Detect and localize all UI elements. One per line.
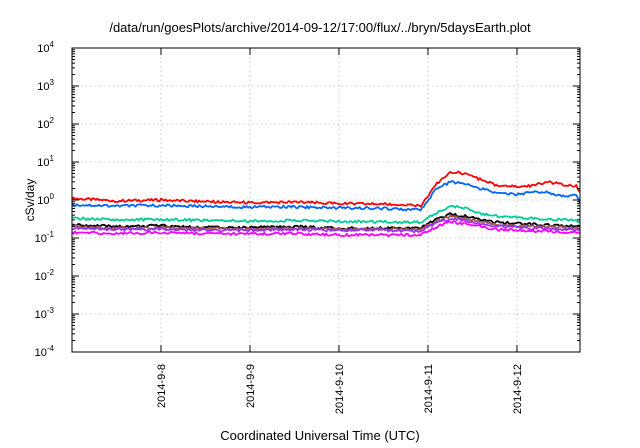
y-tick-label-exponent: 3 — [50, 78, 55, 87]
grid-layer — [72, 48, 580, 352]
y-tick-label: 100 — [37, 192, 54, 207]
y-tick-label-base: 10 — [37, 195, 49, 207]
y-tick-label: 10-3 — [35, 306, 55, 321]
series-layer — [71, 170, 581, 238]
series-line — [71, 220, 581, 238]
series-line — [71, 170, 581, 208]
y-tick-label-exponent: -3 — [47, 306, 55, 315]
y-tick-label-base: 10 — [35, 233, 47, 245]
y-tick-label-base: 10 — [37, 81, 49, 93]
x-tick-label: 2014-9-12 — [512, 364, 524, 414]
y-tick-label-base: 10 — [35, 347, 47, 359]
y-tick-label: 104 — [37, 40, 54, 55]
x-tick-label: 2014-9-11 — [423, 364, 435, 413]
y-tick-label-base: 10 — [37, 43, 49, 55]
chart-title: /data/run/goesPlots/archive/2014-09-12/1… — [109, 20, 531, 35]
series-line — [71, 217, 581, 234]
y-tick-label-base: 10 — [35, 271, 47, 283]
y-tick-label-exponent: -4 — [47, 344, 55, 353]
y-tick-label-exponent: -1 — [47, 230, 55, 239]
x-axis-label: Coordinated Universal Time (UTC) — [220, 428, 420, 443]
y-tick-label-exponent: 4 — [50, 40, 55, 49]
y-tick-label: 10-1 — [35, 230, 55, 245]
y-tick-label-exponent: 2 — [50, 116, 55, 125]
y-tick-label-base: 10 — [37, 119, 49, 131]
y-tick-label-base: 10 — [35, 309, 47, 321]
x-tick-label: 2014-9-10 — [334, 364, 346, 414]
series-line — [71, 204, 581, 225]
series-line — [71, 180, 581, 212]
y-tick-label: 101 — [37, 154, 54, 169]
series-line — [71, 214, 581, 232]
y-axis-label: cSv/day — [23, 179, 37, 222]
x-tick-label: 2014-9-8 — [156, 364, 168, 408]
y-tick-label: 102 — [37, 116, 54, 131]
x-tick-label: 2014-9-9 — [245, 364, 257, 408]
y-tick-label-exponent: 1 — [50, 154, 55, 163]
y-tick-label-base: 10 — [37, 157, 49, 169]
y-tick-label-exponent: -2 — [47, 268, 55, 277]
y-tick-label: 103 — [37, 78, 54, 93]
y-tick-label-exponent: 0 — [50, 192, 55, 201]
y-tick-label: 10-2 — [35, 268, 55, 283]
y-tick-label: 10-4 — [35, 344, 55, 359]
